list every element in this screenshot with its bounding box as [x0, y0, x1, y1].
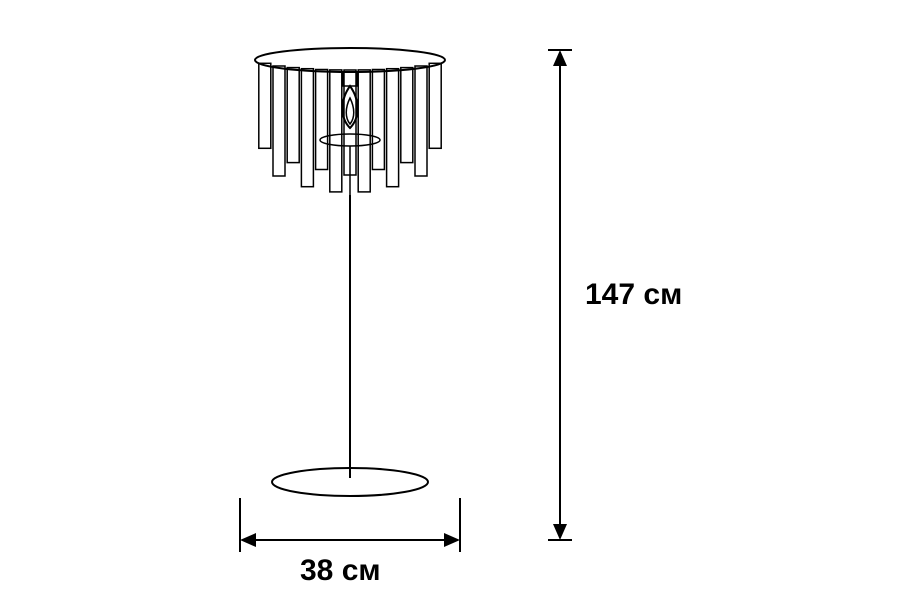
bulb-cup: [320, 134, 380, 146]
shade-slat: [358, 70, 370, 192]
dimension-height: [548, 50, 572, 540]
bulb-holder: [343, 72, 357, 86]
shade-slat: [259, 63, 271, 148]
height-dimension-label: 147 см: [585, 278, 682, 312]
shade-slat: [429, 63, 441, 148]
dimension-width: [240, 498, 460, 552]
shade-slat: [387, 69, 399, 187]
shade-slat: [330, 70, 342, 192]
shade-slat: [372, 70, 384, 170]
lamp-diagram-svg: [0, 0, 900, 600]
arrow-up-icon: [553, 50, 567, 66]
lamp-drawing: [255, 48, 445, 496]
shade-slat: [301, 69, 313, 187]
shade-slat: [316, 70, 328, 170]
arrow-down-icon: [553, 524, 567, 540]
diagram-stage: 38 см 147 см: [0, 0, 900, 600]
bulb-flame-inner: [346, 98, 354, 124]
shade-slat: [273, 66, 285, 176]
width-dimension-label: 38 см: [300, 554, 381, 588]
top-plate: [255, 48, 445, 72]
arrow-left-icon: [240, 533, 256, 547]
arrow-right-icon: [444, 533, 460, 547]
shade-slat: [401, 68, 413, 163]
shade-slat: [287, 68, 299, 163]
shade-slat: [415, 66, 427, 176]
